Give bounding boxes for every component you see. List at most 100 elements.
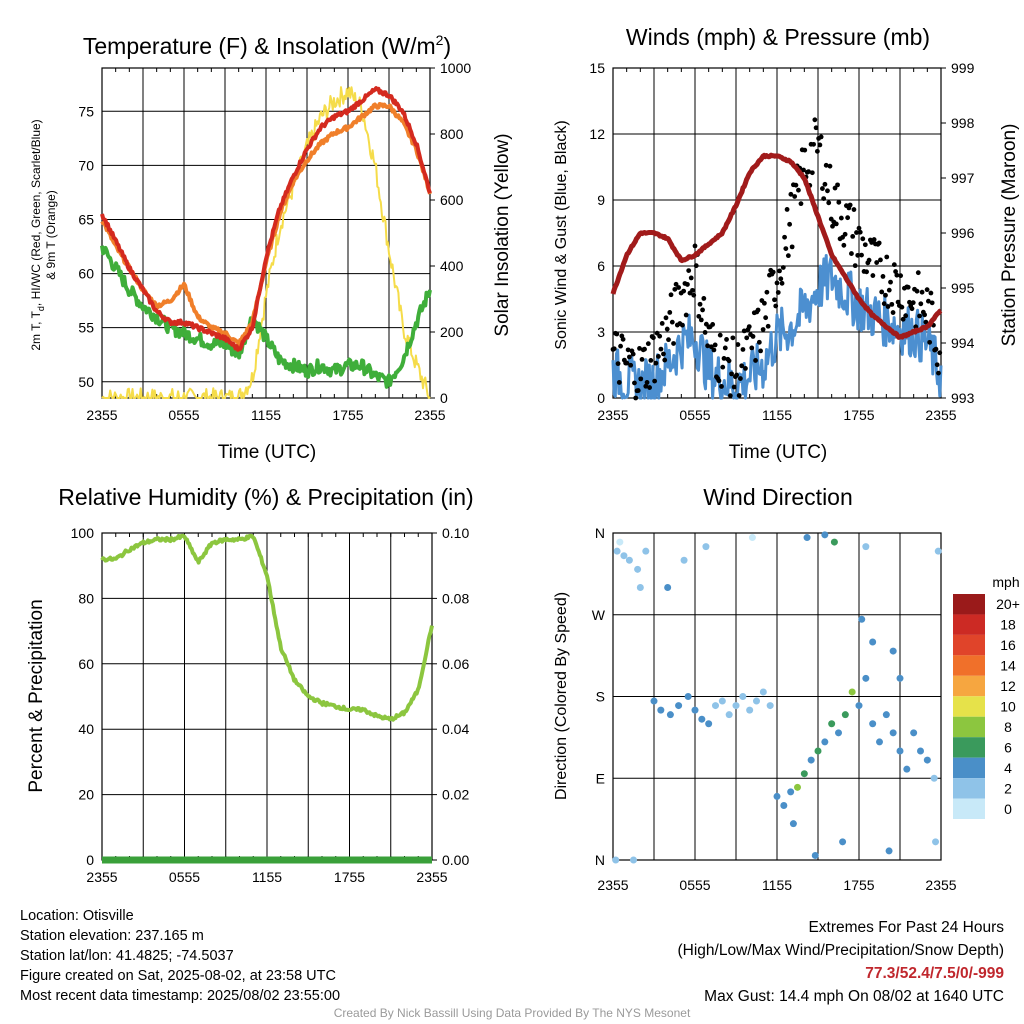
gust-point	[770, 269, 776, 275]
gust-point	[859, 252, 864, 258]
direction-point	[858, 615, 866, 623]
latlon-text: Station lat/lon: 41.4825; -74.5037	[20, 948, 234, 964]
direction-point	[923, 756, 931, 764]
gust-point	[731, 384, 737, 390]
ytick-right: 996	[951, 225, 975, 241]
xtick-label: 1155	[251, 407, 281, 423]
rh-series	[100, 533, 434, 722]
created-text: Figure created on Sat, 2025-08-02, at 23…	[20, 968, 336, 984]
humidity-ylabel-left: Percent & Precipitation	[26, 599, 47, 792]
gust-point	[656, 354, 661, 359]
winds-ylabel-right: Station Pressure (Maroon)	[999, 124, 1020, 347]
gust-point	[934, 362, 940, 368]
xtick-label: 0555	[168, 407, 199, 423]
gust-point	[787, 221, 793, 227]
gust-point	[928, 290, 934, 296]
gust-point	[919, 289, 925, 295]
gust-point	[724, 337, 729, 342]
ytick-left: 0	[597, 390, 605, 406]
ytick-right: 0.00	[442, 852, 469, 868]
gust-point	[798, 201, 804, 207]
direction-point	[862, 674, 870, 682]
direction-point	[630, 856, 637, 864]
gust-point	[774, 280, 780, 286]
gust-point	[823, 162, 829, 168]
gust-point	[894, 272, 900, 278]
gust-point	[777, 268, 782, 274]
legend-swatch	[953, 716, 985, 738]
gust-point	[850, 234, 856, 239]
gust-point	[784, 207, 790, 212]
legend-label: 6	[1004, 739, 1012, 755]
gust-point	[885, 304, 891, 309]
gust-point	[643, 383, 649, 389]
direction-point	[855, 702, 863, 710]
gust-point	[618, 343, 623, 349]
gust-point	[779, 280, 785, 286]
gust-point	[778, 276, 784, 282]
gust-point	[627, 354, 632, 360]
gust-point	[620, 336, 626, 342]
pressure-series	[610, 152, 943, 340]
xtick-label: 2355	[414, 407, 445, 423]
gust-point	[820, 186, 825, 191]
credit-text: Created By Nick Bassill Using Data Provi…	[333, 1006, 691, 1020]
direction-point	[789, 820, 797, 828]
gust-point	[652, 378, 658, 384]
gust-point	[633, 395, 639, 401]
ytick-dir: N	[595, 852, 605, 868]
gust-point	[914, 288, 920, 294]
temperature-ylabel-right: Solar Insolation (Yellow)	[492, 133, 513, 336]
gust-point	[918, 301, 924, 307]
direction-point	[934, 547, 942, 555]
gust-point	[712, 342, 718, 348]
direction-point	[712, 702, 719, 710]
gust-point	[884, 254, 890, 260]
direction-point	[698, 715, 706, 723]
gust-point	[734, 372, 740, 378]
direction-point	[666, 711, 674, 719]
xtick-label: 1755	[332, 407, 363, 423]
ytick-left: 65	[78, 211, 94, 227]
dewpoint-series	[100, 245, 432, 389]
ytick-right: 0.06	[442, 656, 469, 672]
direction-point	[882, 711, 890, 719]
direction-title: Wind Direction	[703, 484, 853, 510]
humidity-title: Relative Humidity (%) & Precipitation (i…	[58, 484, 473, 510]
gust-point	[736, 393, 742, 398]
gust-point	[838, 215, 844, 221]
legend-label: 4	[1004, 760, 1012, 776]
station-info: Location: Otisville Station elevation: 2…	[20, 906, 340, 1006]
gust-point	[780, 265, 786, 270]
gust-point	[615, 361, 621, 367]
gust-point	[910, 300, 916, 306]
gust-point	[765, 323, 771, 329]
direction-point	[862, 543, 870, 551]
gust-point	[700, 307, 705, 313]
gust-point	[690, 287, 695, 293]
gust-point	[802, 147, 808, 153]
direction-point	[787, 788, 795, 796]
direction-point	[753, 697, 760, 705]
gust-point	[933, 346, 939, 352]
direction-point	[705, 720, 713, 728]
gust-point	[927, 339, 933, 345]
direction-point	[613, 547, 621, 555]
ytick-right: 0.02	[442, 787, 469, 803]
temperature-panel: Temperature (F) & Insolation (W/m2) Time…	[29, 32, 513, 463]
ytick-dir: E	[596, 770, 605, 786]
extremes-info: Extremes For Past 24 Hours (High/Low/Max…	[678, 916, 1005, 1008]
xtick-label: 2355	[416, 869, 447, 885]
gust-point	[658, 346, 664, 352]
gust-point	[720, 364, 726, 370]
xtick-label: 2355	[86, 869, 117, 885]
gust-point	[841, 242, 847, 248]
gust-point	[915, 270, 921, 276]
ytick-left: 9	[597, 192, 605, 208]
ytick-right: 400	[440, 258, 464, 274]
direction-point	[885, 847, 893, 855]
direction-point	[930, 774, 938, 782]
direction-point	[680, 556, 688, 564]
legend-swatch	[953, 798, 985, 819]
